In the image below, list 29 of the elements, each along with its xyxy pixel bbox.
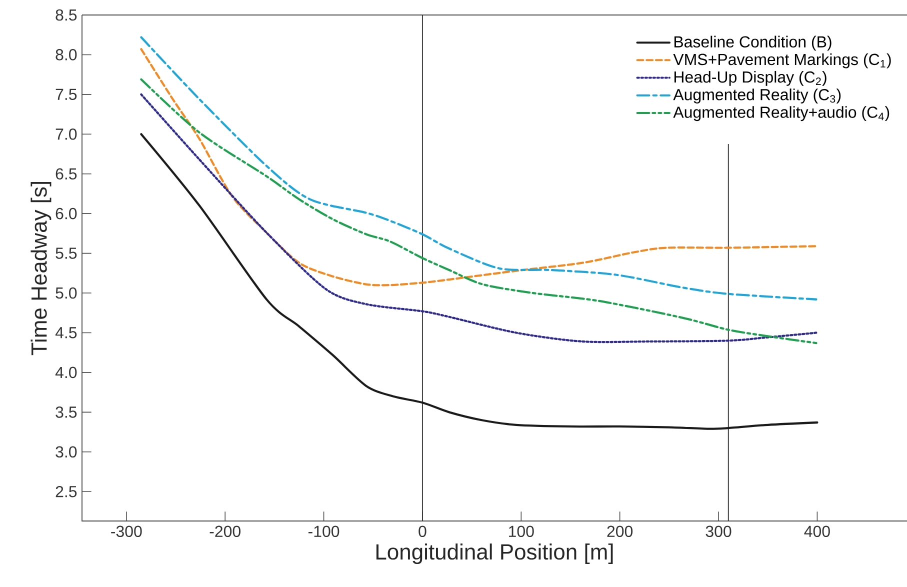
y-tick-label: 5.5 [56,248,77,259]
legend-label: Baseline Condition (B) [674,36,832,51]
y-tick-label: 3.0 [56,446,77,458]
x-tick-label: -200 [210,526,240,538]
x-tick-label: 200 [607,526,633,538]
y-tick-label: 2.5 [56,486,77,498]
legend-label: Head-Up Display (C$_{2}$) [674,70,826,86]
x-tick-label: -300 [111,526,142,538]
y-tick-label: 5.0 [56,287,77,299]
x-axis-title: Longitudinal Position [m] [376,544,613,564]
y-tick-label: 6.0 [56,208,77,220]
y-tick-label: 3.5 [56,406,77,418]
x-tick-label: 300 [706,526,732,538]
y-tick-label: 8.0 [56,49,77,60]
y-tick-label: 4.0 [55,366,77,378]
line-series [140,133,818,430]
legend-label: VMS+Pavement Markings (C$_{1}$) [673,53,891,68]
x-tick-label: 0 [418,526,426,538]
legend-label: Augmented Reality (C$_{3}$) [673,88,841,104]
y-axis-title: Time Headway [s] [30,182,52,356]
y-tick-label: 4.5 [55,327,77,338]
legend-label: Augmented Reality+audio (C$_{4}$) [673,106,890,122]
x-tick-label: -100 [308,526,340,538]
y-tick-label: 8.5 [56,9,77,21]
y-tick-label: 6.5 [56,168,77,180]
y-tick-label: 7.0 [56,128,77,140]
x-tick-label: 400 [804,526,830,538]
x-tick-label: 100 [509,526,534,538]
y-tick-label: 7.5 [56,88,77,100]
